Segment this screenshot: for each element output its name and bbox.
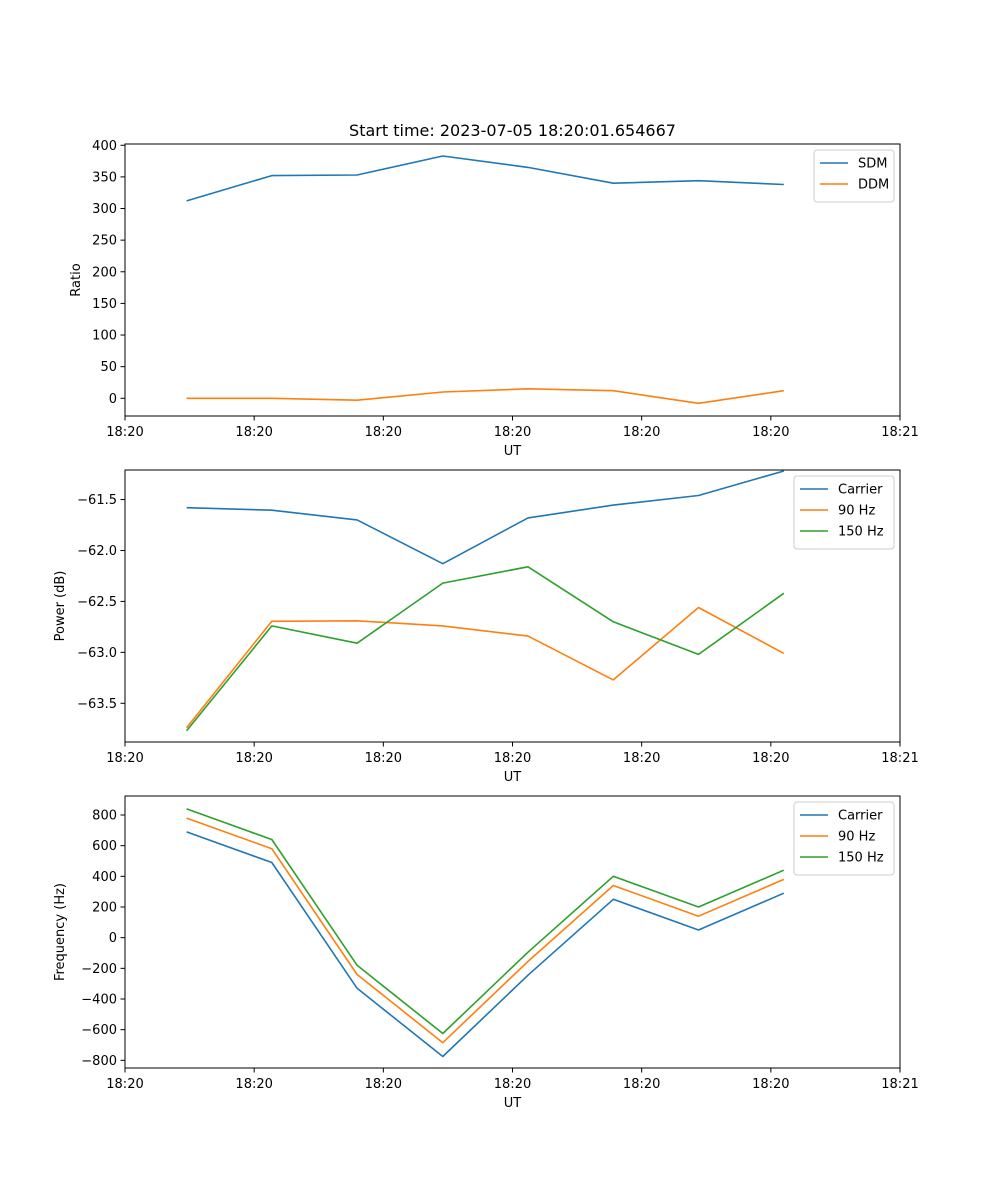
ratio-panel: 18:20 18:20 18:20 18:20 18:20 18:20 18:21 0 50 10… [69,139,919,459]
ratio-plot-frame [124,143,901,417]
power-x-tick-label: 18:21 [881,751,918,766]
ratio-x-tick-label: 18:20 [494,425,531,440]
frequency-x-tick-label: 18:21 [881,1077,918,1092]
frequency-legend-label-90-hz: 90 Hz [838,830,875,845]
frequency-series-150-hz-line [186,808,785,1035]
frequency-series-carrier-line [186,831,785,1058]
frequency-x-tick-label: 18:20 [365,1077,402,1092]
power-x-tick-label: 18:20 [106,751,143,766]
power-legend-label-150-hz: 150 Hz [838,525,884,540]
frequency-y-tick-label: 0 [109,931,117,946]
ratio-x-tick-label: 18:21 [881,425,918,440]
frequency-x-tick-label: 18:20 [494,1077,531,1092]
frequency-y-tick-label: 400 [92,870,117,885]
ratio-y-tick-label: 0 [109,392,117,407]
power-y-tick-label: −62.5 [77,595,117,610]
power-series-90-hz-line [185,606,785,729]
ratio-x-tick-label: 18:20 [106,425,143,440]
frequency-x-tick-label: 18:20 [106,1077,143,1092]
power-y-tick-label: −63.5 [77,697,117,712]
ratio-legend: SDM DDM [813,149,895,203]
frequency-panel: 18:20 18:20 18:20 18:20 18:20 18:20 18:21 −800 −… [53,795,919,1111]
power-y-tick-label: −61.5 [77,493,117,508]
ratio-series-sdm-line [186,155,784,202]
ratio-x-tick-label: 18:20 [235,425,272,440]
frequency-y-tick-label: 200 [92,901,117,916]
power-series-150-hz-line [185,565,785,732]
ratio-legend-label-ddm: DDM [858,178,889,193]
frequency-x-tick-label: 18:20 [235,1077,272,1092]
power-legend: Carrier 90 Hz 150 Hz [793,475,895,550]
ratio-x-tick-label: 18:20 [623,425,660,440]
ratio-y-axis-label: Ratio [69,263,84,296]
power-plot-frame [124,469,901,743]
frequency-legend-label-150-hz: 150 Hz [838,851,884,866]
power-x-tick-label: 18:20 [752,751,789,766]
frequency-y-tick-label: 800 [92,809,117,824]
power-x-tick-label: 18:20 [494,751,531,766]
frequency-x-tick-label: 18:20 [752,1077,789,1092]
ratio-y-tick-label: 400 [92,139,117,154]
frequency-y-tick-label: 600 [92,839,117,854]
frequency-legend-label-carrier: Carrier [838,809,883,824]
ratio-x-tick-label: 18:20 [365,425,402,440]
frequency-y-tick-label: −400 [81,993,117,1008]
figure-title: Start time: 2023-07-05 18:20:01.654667 [349,121,676,140]
power-x-tick-label: 18:20 [235,751,272,766]
frequency-y-tick-label: −600 [81,1023,117,1038]
frequency-series-90-hz-line [186,817,785,1044]
ratio-y-tick-label: 250 [92,234,117,249]
power-y-axis-label: Power (dB) [53,571,68,642]
frequency-x-axis-label: UT [504,1096,522,1111]
power-legend-label-90-hz: 90 Hz [838,504,875,519]
frequency-y-tick-label: −200 [81,962,117,977]
frequency-legend: Carrier 90 Hz 150 Hz [793,801,895,876]
ratio-x-axis-label: UT [504,444,522,459]
ratio-y-tick-label: 50 [100,360,117,375]
power-x-tick-label: 18:20 [623,751,660,766]
ratio-y-tick-label: 150 [92,297,117,312]
frequency-y-tick-label: −800 [81,1054,117,1069]
ratio-x-tick-label: 18:20 [752,425,789,440]
ratio-y-tick-label: 350 [92,170,117,185]
power-y-tick-label: −63.0 [77,646,117,661]
ratio-series-ddm-line [186,387,784,405]
power-x-axis-label: UT [504,770,522,785]
power-x-tick-label: 18:20 [365,751,402,766]
power-series-carrier-line [186,470,785,565]
frequency-y-axis-label: Frequency (Hz) [53,883,68,981]
ratio-y-tick-label: 200 [92,265,117,280]
ratio-y-tick-label: 100 [92,329,117,344]
ratio-legend-label-sdm: SDM [858,157,887,172]
power-legend-label-carrier: Carrier [838,483,883,498]
ratio-y-tick-label: 300 [92,202,117,217]
power-y-tick-label: −62.0 [77,544,117,559]
frequency-x-tick-label: 18:20 [623,1077,660,1092]
frequency-plot-frame [124,795,901,1069]
power-panel: 18:20 18:20 18:20 18:20 18:20 18:20 18:21 −63.5… [53,469,919,785]
